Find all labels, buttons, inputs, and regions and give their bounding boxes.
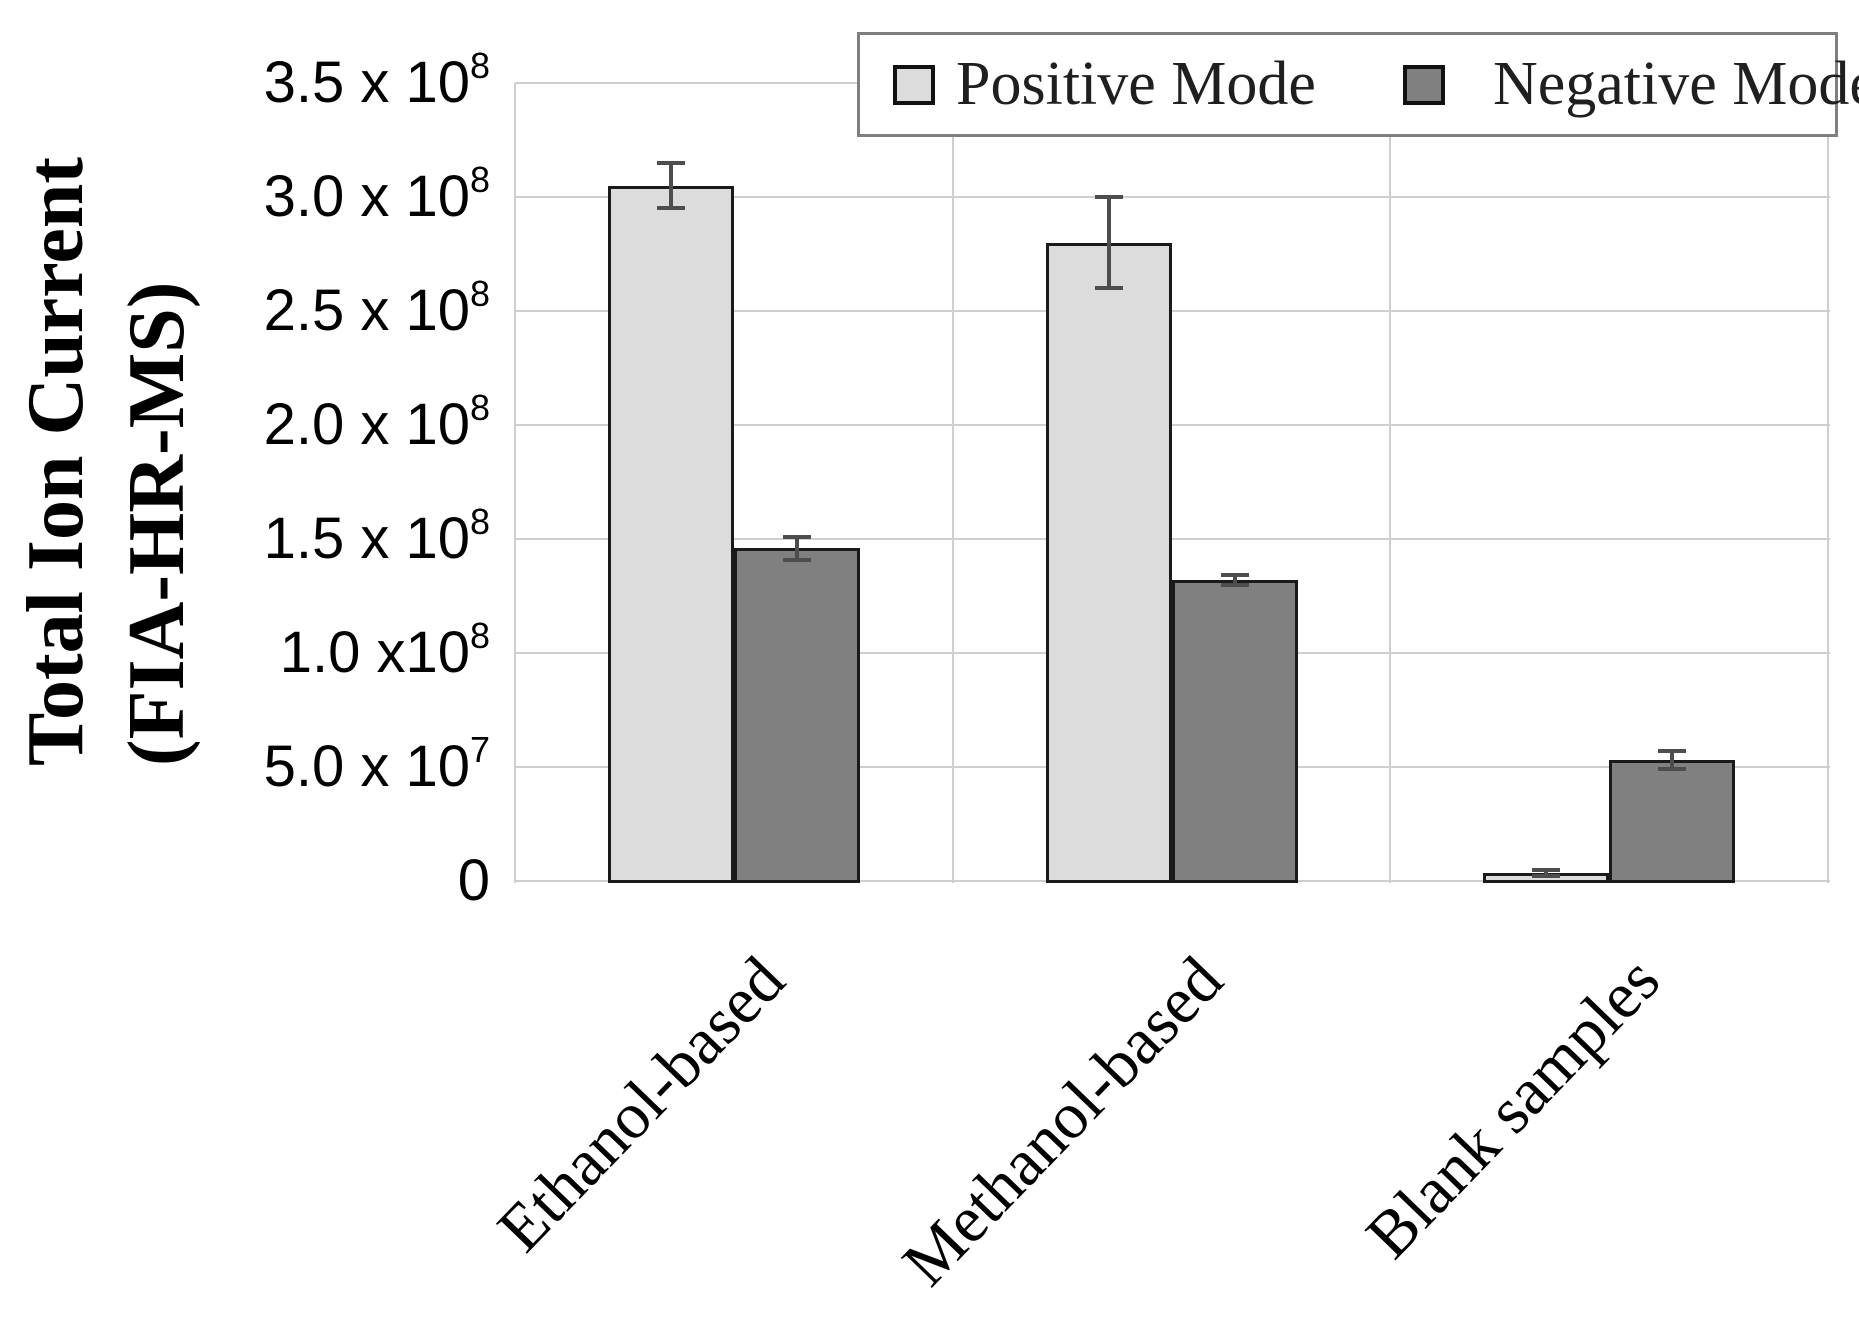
legend-swatch-negative-mode bbox=[1403, 65, 1445, 105]
error-bar-cap-bottom-positive-mode-ethanol-based bbox=[656, 206, 685, 211]
y-tick-label: 5.0 x 107 bbox=[263, 728, 490, 799]
y-tick-label: 2.0 x 108 bbox=[263, 386, 490, 457]
plot-border-left bbox=[514, 83, 516, 883]
legend-swatch-positive-mode bbox=[893, 65, 935, 105]
error-bar-cap-bottom-negative-mode-blank-samples bbox=[1658, 767, 1687, 772]
error-bar-line-negative-mode-ethanol-based bbox=[794, 536, 799, 560]
y-tick-label: 0 bbox=[457, 848, 490, 913]
error-bar-cap-top-negative-mode-blank-samples bbox=[1658, 749, 1687, 754]
error-bar-cap-top-positive-mode-ethanol-based bbox=[656, 160, 685, 165]
bar-positive-mode-methanol-based bbox=[1045, 242, 1172, 883]
y-tick-label: 3.5 x 108 bbox=[263, 44, 490, 115]
error-bar-line-positive-mode-methanol-based bbox=[1106, 197, 1111, 289]
error-bar-cap-top-positive-mode-methanol-based bbox=[1094, 195, 1123, 199]
x-tick-label-blank-samples: Blank samples bbox=[1352, 943, 1674, 1273]
bar-positive-mode-ethanol-based bbox=[607, 185, 734, 883]
x-tick-label-ethanol-based: Ethanol-based bbox=[483, 943, 799, 1266]
bar-negative-mode-ethanol-based bbox=[733, 548, 860, 883]
error-bar-cap-bottom-positive-mode-blank-samples bbox=[1532, 874, 1561, 879]
error-bar-line-positive-mode-blank-samples bbox=[1544, 869, 1549, 877]
error-bar-line-positive-mode-ethanol-based bbox=[668, 162, 673, 209]
y-tick-label: 2.5 x 108 bbox=[263, 272, 490, 343]
y-tick-label: 1.5 x 108 bbox=[263, 500, 490, 571]
x-tick-label-methanol-based: Methanol-based bbox=[888, 943, 1237, 1300]
error-bar-line-negative-mode-blank-samples bbox=[1670, 751, 1675, 770]
y-axis-title-line1: Total Ion Current bbox=[12, 157, 100, 766]
y-tick-label: 1.0 x108 bbox=[279, 614, 490, 685]
error-bar-cap-bottom-negative-mode-methanol-based bbox=[1220, 582, 1249, 587]
error-bar-cap-top-negative-mode-ethanol-based bbox=[782, 534, 811, 539]
bar-negative-mode-blank-samples bbox=[1609, 760, 1736, 883]
error-bar-cap-bottom-positive-mode-methanol-based bbox=[1094, 286, 1123, 291]
legend: Positive Mode Negative Mode bbox=[857, 32, 1859, 137]
error-bar-cap-top-negative-mode-methanol-based bbox=[1220, 573, 1249, 578]
y-tick-label: 3.0 x 108 bbox=[263, 158, 490, 229]
gridline-vertical bbox=[1389, 83, 1392, 883]
bar-negative-mode-methanol-based bbox=[1171, 580, 1298, 883]
gridline-vertical bbox=[951, 83, 954, 883]
gridline-horizontal bbox=[515, 424, 1830, 426]
error-bar-cap-bottom-negative-mode-ethanol-based bbox=[782, 557, 811, 562]
gridline-horizontal bbox=[515, 310, 1830, 312]
legend-label-positive-mode: Positive Mode bbox=[956, 50, 1316, 118]
legend-label-negative-mode: Negative Mode bbox=[1493, 50, 1859, 118]
gridline-horizontal bbox=[515, 196, 1830, 198]
gridline-horizontal bbox=[515, 538, 1830, 540]
error-bar-line-negative-mode-methanol-based bbox=[1232, 575, 1237, 585]
error-bar-cap-top-positive-mode-blank-samples bbox=[1532, 867, 1561, 872]
plot-border-right bbox=[1827, 83, 1829, 883]
